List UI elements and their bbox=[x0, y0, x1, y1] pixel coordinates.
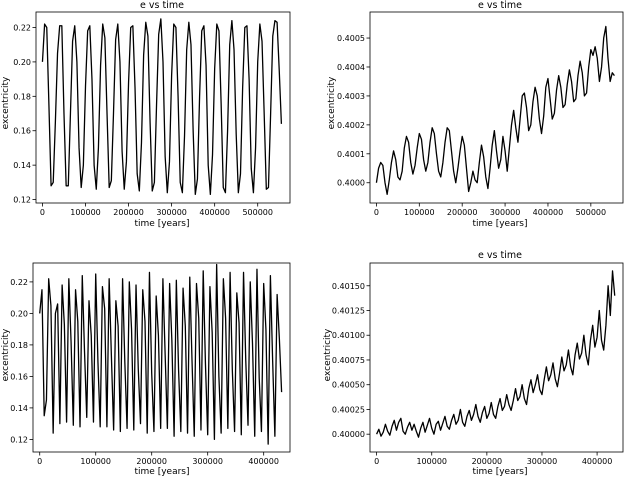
y-tick-label: 0.40000 bbox=[332, 430, 365, 439]
y-tick-label: 0.4004 bbox=[337, 63, 365, 72]
series-line-3 bbox=[39, 263, 283, 445]
axes-frame-4 bbox=[369, 262, 624, 453]
series-line-1 bbox=[41, 18, 283, 196]
y-tick-label: 0.4005 bbox=[337, 34, 365, 43]
y-tick-label: 0.20 bbox=[13, 58, 31, 67]
plot-area-4: 0 100000 200000 300000 400000 0.40000 0.40025 0… bbox=[332, 262, 624, 466]
x-tick-label: 400000 bbox=[533, 208, 564, 217]
x-tick-label: 300000 bbox=[527, 457, 558, 466]
x-tick-label: 0 bbox=[37, 457, 42, 466]
plot-area-3: 0 100000 200000 300000 400000 0.12 0.14 0.16 0.1… bbox=[10, 262, 291, 466]
y-tick-label: 0.22 bbox=[10, 278, 28, 287]
x-axis-label-4: time [years] bbox=[473, 467, 528, 477]
y-axis-label-1: excentricity bbox=[1, 76, 11, 129]
x-tick-label: 500000 bbox=[576, 208, 607, 217]
y-tick-label: 0.18 bbox=[13, 92, 31, 101]
x-tick-label: 100000 bbox=[416, 457, 447, 466]
x-tick-label: 200000 bbox=[113, 208, 144, 217]
y-tick-label: 0.12 bbox=[13, 196, 31, 205]
x-tick-label: 300000 bbox=[490, 208, 521, 217]
y-tick-label: 0.4001 bbox=[337, 150, 365, 159]
x-tick-label: 300000 bbox=[156, 208, 187, 217]
x-tick-label: 400000 bbox=[582, 457, 613, 466]
x-tick-label: 400000 bbox=[248, 457, 279, 466]
y-tick-label: 0.40100 bbox=[332, 331, 365, 340]
chart-panel-4: e vs time 0 100000 200000 300000 400000 0.400… bbox=[323, 250, 624, 477]
y-tick-label: 0.40025 bbox=[332, 405, 365, 414]
x-tick-label: 300000 bbox=[192, 457, 223, 466]
plot-area-1: 0 100000 200000 300000 400000 500000 0.12 0.14 0… bbox=[13, 11, 291, 217]
y-tick-label: 0.40050 bbox=[332, 381, 365, 390]
chart-title-4: e vs time bbox=[478, 250, 522, 261]
x-tick-label: 100000 bbox=[80, 457, 111, 466]
chart-title-2: e vs time bbox=[478, 0, 522, 11]
y-tick-label: 0.16 bbox=[13, 127, 31, 136]
x-tick-label: 0 bbox=[40, 208, 45, 217]
y-tick-label: 0.40150 bbox=[332, 282, 365, 291]
x-tick-label: 400000 bbox=[199, 208, 230, 217]
y-tick-label: 0.12 bbox=[10, 435, 28, 444]
plot-area-2: 0 100000 200000 300000 400000 500000 0.4000 0.4… bbox=[337, 11, 624, 217]
y-tick-label: 0.14 bbox=[10, 404, 28, 413]
chart-title-1: e vs time bbox=[140, 0, 184, 11]
chart-panel-1: e vs time 0 100000 200000 300000 400000 50000… bbox=[1, 0, 291, 229]
x-tick-label: 100000 bbox=[404, 208, 435, 217]
y-tick-label: 0.4000 bbox=[337, 179, 365, 188]
axes-frame-1 bbox=[35, 11, 291, 204]
y-tick-label: 0.40125 bbox=[332, 306, 365, 315]
x-tick-label: 200000 bbox=[447, 208, 478, 217]
y-tick-label: 0.40075 bbox=[332, 356, 365, 365]
series-line-4 bbox=[376, 270, 616, 438]
axes-frame-3 bbox=[32, 262, 291, 453]
x-tick-label: 100000 bbox=[70, 208, 101, 217]
x-tick-label: 0 bbox=[374, 208, 379, 217]
x-tick-label: 200000 bbox=[136, 457, 167, 466]
x-axis-label-1: time [years] bbox=[135, 219, 190, 229]
y-tick-label: 0.20 bbox=[10, 309, 28, 318]
x-tick-label: 0 bbox=[374, 457, 379, 466]
x-axis-label-2: time [years] bbox=[473, 219, 528, 229]
y-tick-label: 0.4002 bbox=[337, 121, 365, 130]
y-tick-label: 0.4003 bbox=[337, 92, 365, 101]
y-axis-label-2: excentricity bbox=[327, 76, 337, 129]
y-axis-label-4: excentricity bbox=[323, 328, 333, 381]
chart-panel-3: 0 100000 200000 300000 400000 0.12 0.14 0.16 0.1… bbox=[1, 262, 291, 477]
y-axis-label-3: excentricity bbox=[1, 328, 11, 381]
axes-frame-2 bbox=[369, 11, 624, 204]
x-tick-label: 200000 bbox=[472, 457, 503, 466]
x-axis-label-3: time [years] bbox=[135, 467, 190, 477]
x-tick-label: 500000 bbox=[242, 208, 273, 217]
y-tick-label: 0.14 bbox=[13, 161, 31, 170]
y-tick-label: 0.18 bbox=[10, 341, 28, 350]
y-tick-label: 0.16 bbox=[10, 372, 28, 381]
chart-panel-2: e vs time 0 100000 200000 300000 400000 50000… bbox=[327, 0, 624, 229]
y-tick-label: 0.22 bbox=[13, 23, 31, 32]
series-line-2 bbox=[375, 25, 615, 195]
